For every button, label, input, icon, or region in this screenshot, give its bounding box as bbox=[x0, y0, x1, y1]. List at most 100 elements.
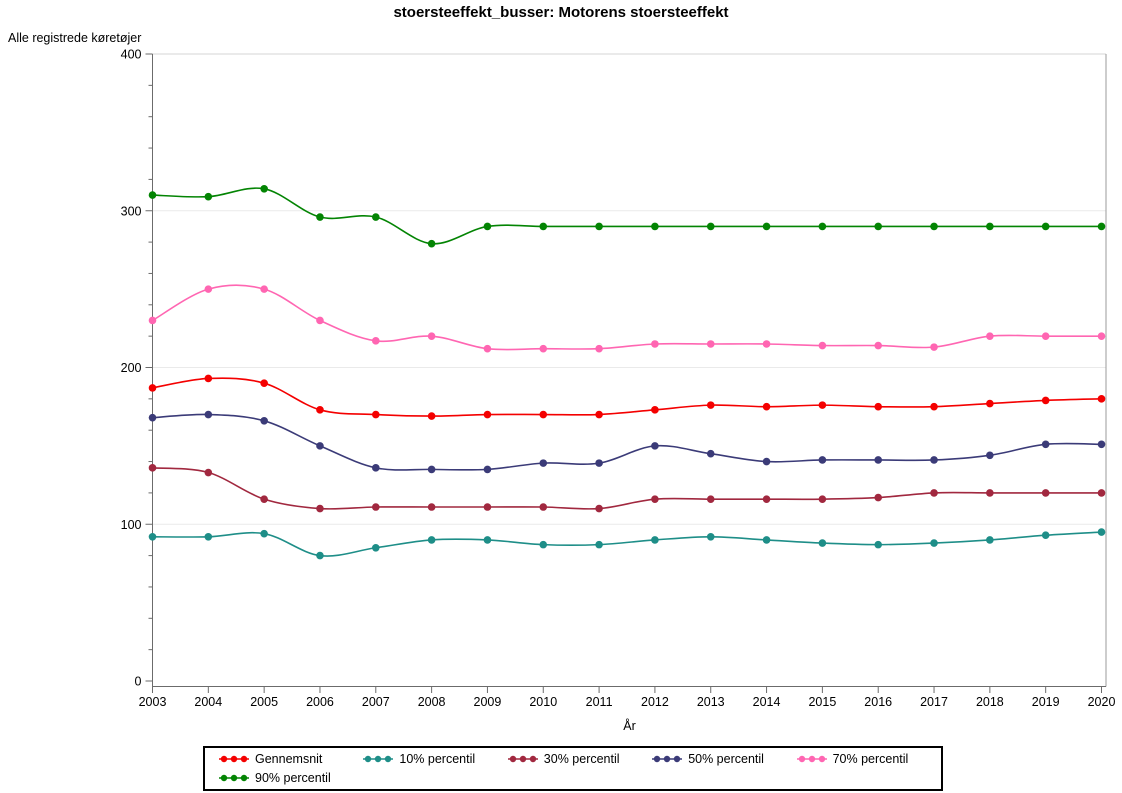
legend-item-90-percentil: 90% percentil bbox=[219, 769, 363, 787]
legend-item-30-percentil: 30% percentil bbox=[507, 750, 652, 768]
data-point bbox=[371, 543, 380, 552]
x-tick-label: 2018 bbox=[976, 695, 1004, 709]
y-tick-label: 200 bbox=[121, 361, 142, 375]
data-point bbox=[1097, 528, 1106, 536]
data-point bbox=[1097, 395, 1106, 403]
legend-line-marker-icon bbox=[363, 755, 394, 763]
data-point bbox=[316, 316, 324, 325]
data-point bbox=[483, 536, 492, 544]
series-line-30-percentil bbox=[152, 467, 1102, 510]
data-point bbox=[762, 402, 771, 411]
legend-label: 70% percentil bbox=[832, 752, 909, 766]
x-tick-label: 2017 bbox=[920, 695, 948, 709]
data-point bbox=[762, 536, 771, 544]
data-point bbox=[930, 456, 938, 464]
data-point bbox=[930, 539, 938, 547]
x-tick-label: 2003 bbox=[139, 695, 167, 709]
series-points-10-percentil bbox=[148, 528, 1106, 560]
data-point bbox=[483, 465, 492, 474]
data-point bbox=[818, 401, 827, 409]
data-point bbox=[651, 340, 659, 348]
x-tick-label: 2016 bbox=[864, 695, 892, 709]
data-point bbox=[427, 332, 436, 340]
data-point bbox=[874, 493, 883, 502]
data-point bbox=[874, 222, 883, 231]
data-point bbox=[818, 222, 827, 231]
series-line-50-percentil bbox=[152, 413, 1102, 471]
data-point bbox=[874, 540, 883, 549]
data-point bbox=[651, 536, 659, 544]
x-tick-label: 2015 bbox=[808, 695, 836, 709]
x-tick-label: 2008 bbox=[418, 695, 446, 709]
legend-item-10-percentil: 10% percentil bbox=[363, 750, 507, 768]
data-point bbox=[204, 192, 213, 201]
data-point bbox=[539, 410, 548, 419]
data-point bbox=[930, 489, 938, 497]
data-point bbox=[148, 532, 157, 541]
data-point bbox=[539, 503, 548, 511]
x-tick-label: 2012 bbox=[641, 695, 669, 709]
data-point bbox=[1041, 396, 1050, 405]
y-tick-label: 400 bbox=[121, 48, 142, 62]
data-point bbox=[595, 540, 603, 549]
data-point bbox=[930, 222, 938, 231]
legend-line-marker-icon bbox=[219, 774, 249, 782]
chart-title: stoersteeffekt_busser: Motorens stoerste… bbox=[393, 4, 729, 21]
x-tick-label: 2005 bbox=[250, 695, 278, 709]
data-point bbox=[595, 504, 603, 513]
data-point bbox=[762, 340, 771, 348]
data-point bbox=[874, 456, 883, 464]
legend-line-marker-icon bbox=[652, 755, 683, 763]
data-point bbox=[706, 222, 715, 231]
x-tick-label: 2007 bbox=[362, 695, 390, 709]
plot-area: 0 100 200 300 400 2003 2004 2005 2006 2007 2008 200… bbox=[121, 48, 1116, 710]
data-point bbox=[1041, 332, 1050, 340]
data-point bbox=[371, 410, 380, 419]
data-point bbox=[1041, 440, 1050, 449]
data-point bbox=[706, 401, 715, 409]
data-point bbox=[762, 222, 771, 231]
data-point bbox=[762, 495, 771, 503]
data-point bbox=[427, 536, 436, 544]
data-point bbox=[706, 340, 715, 348]
data-point bbox=[930, 343, 938, 351]
x-tick-label: 2020 bbox=[1088, 695, 1116, 709]
data-point bbox=[148, 316, 157, 325]
data-point bbox=[706, 449, 715, 458]
data-point bbox=[651, 495, 659, 503]
x-tick-label: 2009 bbox=[474, 695, 502, 709]
data-point bbox=[595, 222, 603, 231]
y-tick-label: 0 bbox=[135, 675, 142, 689]
data-point bbox=[1041, 489, 1050, 497]
data-point bbox=[260, 529, 268, 538]
data-point bbox=[762, 457, 771, 466]
series-points-30-percentil bbox=[148, 464, 1106, 513]
series-points-90-percentil bbox=[148, 185, 1106, 248]
legend-label: 10% percentil bbox=[399, 752, 476, 766]
data-point bbox=[986, 222, 994, 231]
y-tick-label: 100 bbox=[121, 518, 142, 532]
data-point bbox=[1097, 222, 1106, 231]
legend-item-70-percentil: 70% percentil bbox=[796, 750, 941, 768]
legend-item-50-percentil: 50% percentil bbox=[652, 750, 796, 768]
data-point bbox=[818, 495, 827, 503]
data-point bbox=[539, 222, 548, 231]
data-point bbox=[204, 410, 213, 419]
data-point bbox=[316, 442, 324, 450]
data-point bbox=[1041, 531, 1050, 540]
x-axis-title: År bbox=[623, 719, 636, 733]
y-tick-label: 300 bbox=[121, 204, 142, 218]
data-point bbox=[986, 536, 994, 544]
legend-line-marker-icon bbox=[796, 755, 827, 763]
data-point bbox=[595, 459, 603, 467]
data-point bbox=[595, 410, 603, 419]
data-point bbox=[204, 532, 213, 541]
data-point bbox=[260, 495, 268, 503]
data-point bbox=[651, 406, 659, 414]
series-line-70-percentil bbox=[152, 284, 1102, 351]
data-point bbox=[651, 442, 659, 450]
data-point bbox=[874, 341, 883, 350]
data-point bbox=[316, 406, 324, 414]
data-point bbox=[1041, 222, 1050, 231]
